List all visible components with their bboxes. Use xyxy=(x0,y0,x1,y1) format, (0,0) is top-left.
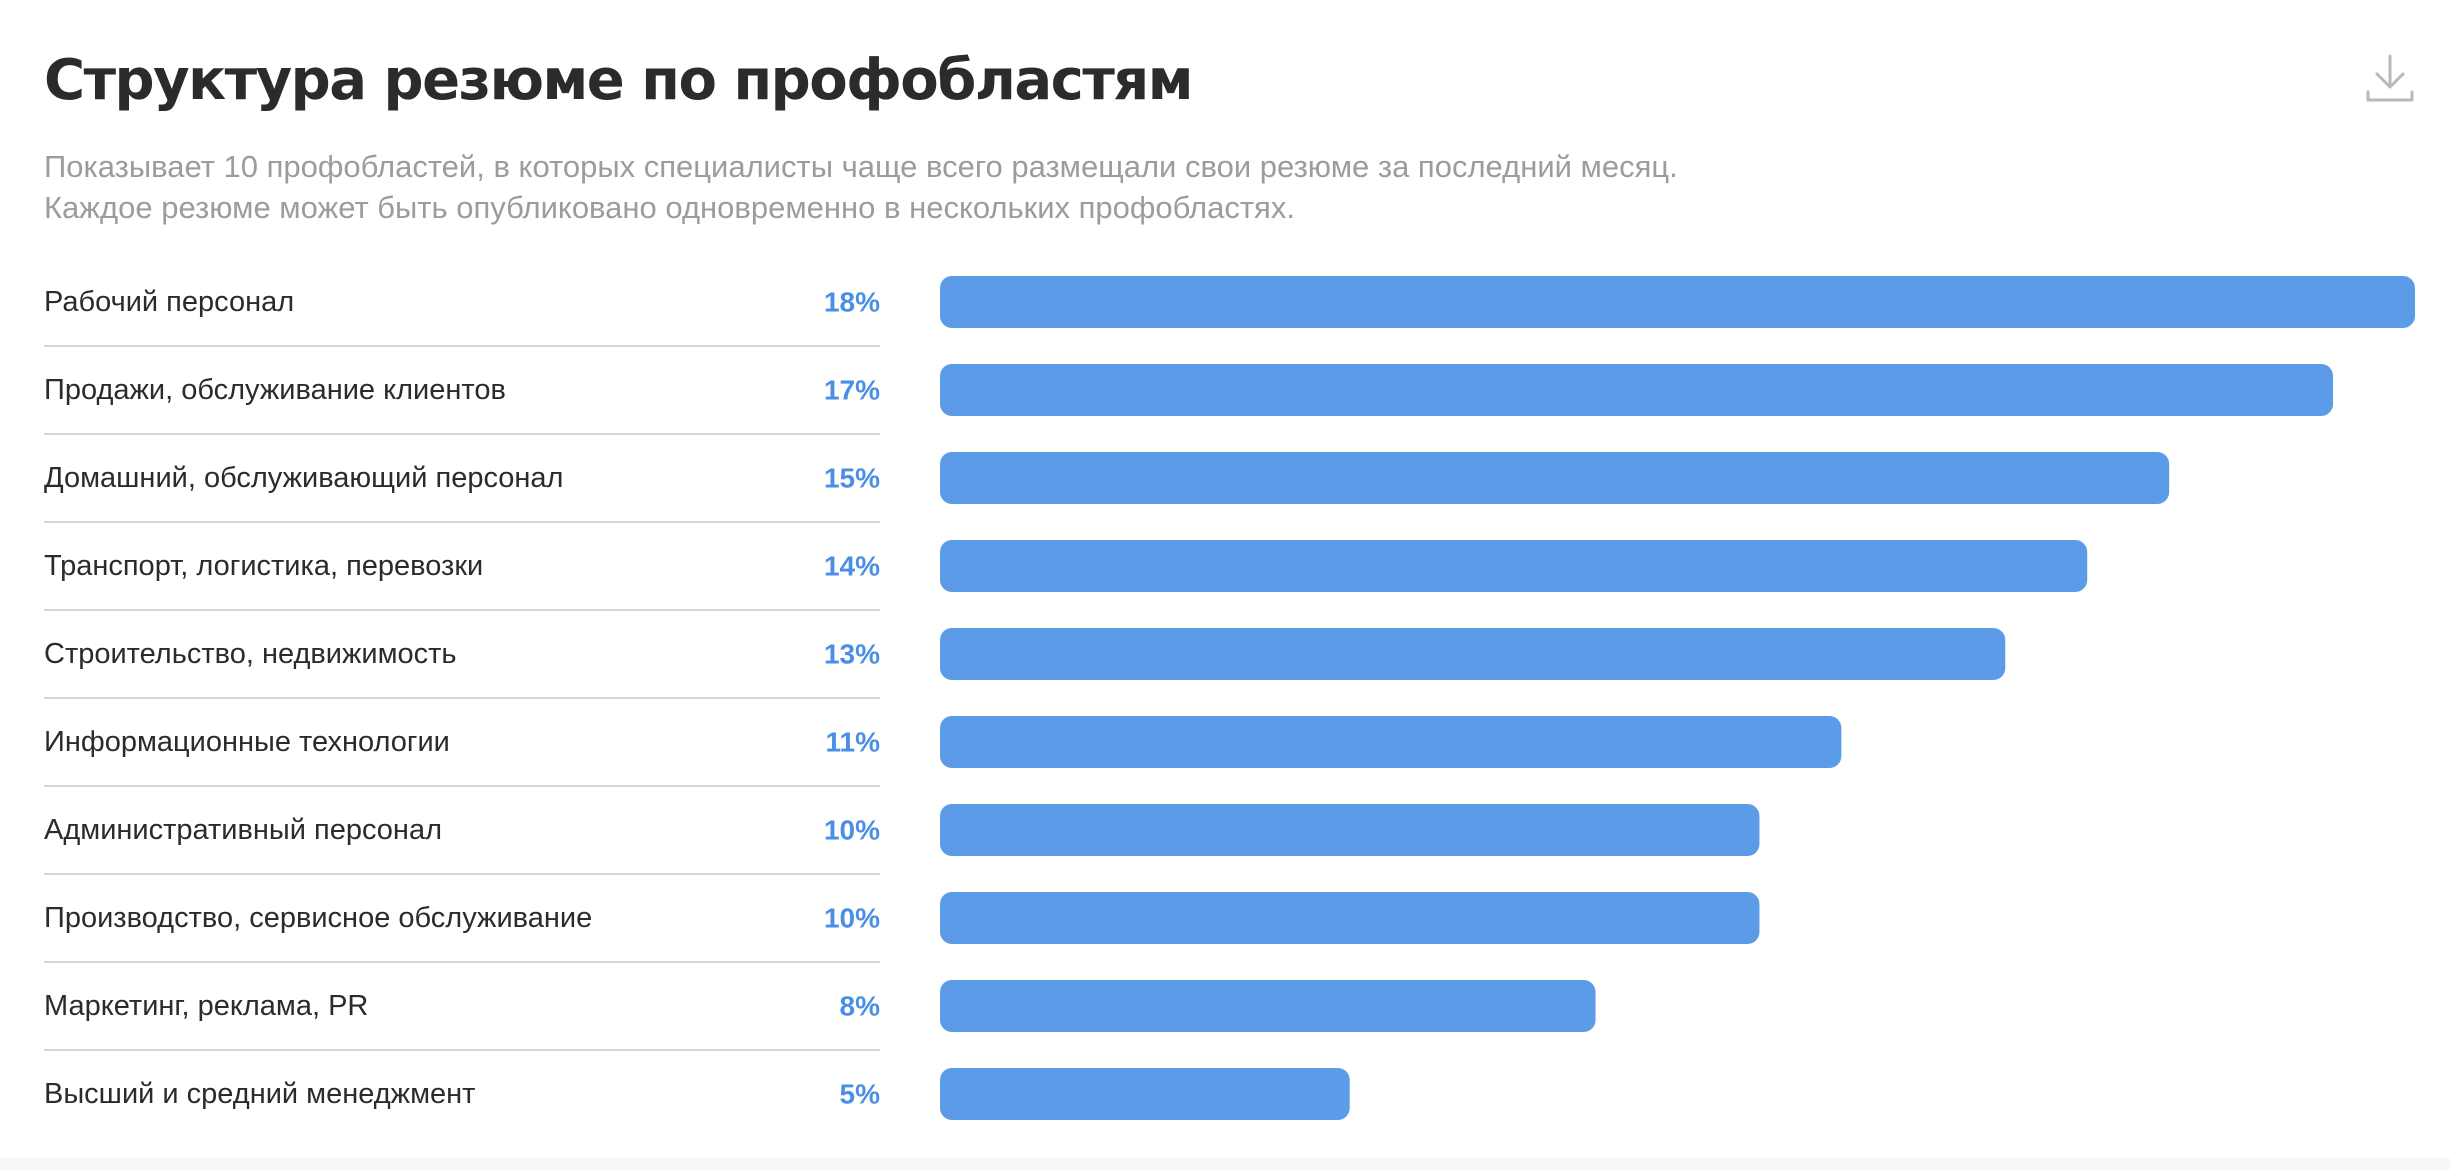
bar xyxy=(940,452,2170,504)
bar-row: Маркетинг, реклама, PR 8% xyxy=(44,980,1596,1051)
value-label: 10% xyxy=(824,815,880,846)
category-label: Продажи, обслуживание клиентов xyxy=(44,374,506,406)
bar-row: Высший и средний менеджмент 5% xyxy=(44,1068,1350,1120)
download-button[interactable] xyxy=(2360,48,2420,108)
value-label: 11% xyxy=(826,727,881,758)
value-label: 17% xyxy=(824,375,880,406)
value-label: 10% xyxy=(824,903,880,934)
bar-row: Домашний, обслуживающий персонал 15% xyxy=(44,452,2170,523)
category-label: Информационные технологии xyxy=(44,726,450,758)
category-label: Транспорт, логистика, перевозки xyxy=(44,550,483,582)
bar xyxy=(940,364,2334,416)
bar-row: Рабочий персонал 18% xyxy=(44,276,2415,347)
bar xyxy=(940,980,1596,1032)
bar-row: Производство, сервисное обслуживание 10% xyxy=(44,892,1760,963)
bar-row: Административный персонал 10% xyxy=(44,804,1760,875)
bar-row: Транспорт, логистика, перевозки 14% xyxy=(44,540,2088,611)
bar xyxy=(940,628,2006,680)
value-label: 15% xyxy=(824,463,880,494)
category-label: Строительство, недвижимость xyxy=(44,638,457,670)
category-label: Производство, сервисное обслуживание xyxy=(44,902,592,934)
value-label: 18% xyxy=(824,287,880,318)
bar-row: Продажи, обслуживание клиентов 17% xyxy=(44,364,2334,435)
category-label: Высший и средний менеджмент xyxy=(44,1078,475,1110)
bar xyxy=(940,1068,1350,1120)
bar-row: Строительство, недвижимость 13% xyxy=(44,628,2006,699)
category-label: Маркетинг, реклама, PR xyxy=(44,990,368,1022)
bar-row: Информационные технологии 11% xyxy=(44,716,1842,787)
category-label: Административный персонал xyxy=(44,814,442,846)
chart-title: Структура резюме по профобластям xyxy=(44,48,1194,113)
bottom-divider xyxy=(0,1158,2450,1170)
bar xyxy=(940,892,1760,944)
bar xyxy=(940,276,2415,328)
category-label: Рабочий персонал xyxy=(44,286,294,318)
bar xyxy=(940,716,1842,768)
value-label: 14% xyxy=(824,551,880,582)
value-label: 5% xyxy=(840,1079,881,1110)
category-label: Домашний, обслуживающий персонал xyxy=(44,462,563,494)
value-label: 8% xyxy=(840,991,881,1022)
bar xyxy=(940,540,2088,592)
chart-description: Показывает 10 профобластей, в которых сп… xyxy=(44,149,1678,225)
value-label: 13% xyxy=(824,639,880,670)
download-icon xyxy=(2366,54,2414,102)
bar xyxy=(940,804,1760,856)
